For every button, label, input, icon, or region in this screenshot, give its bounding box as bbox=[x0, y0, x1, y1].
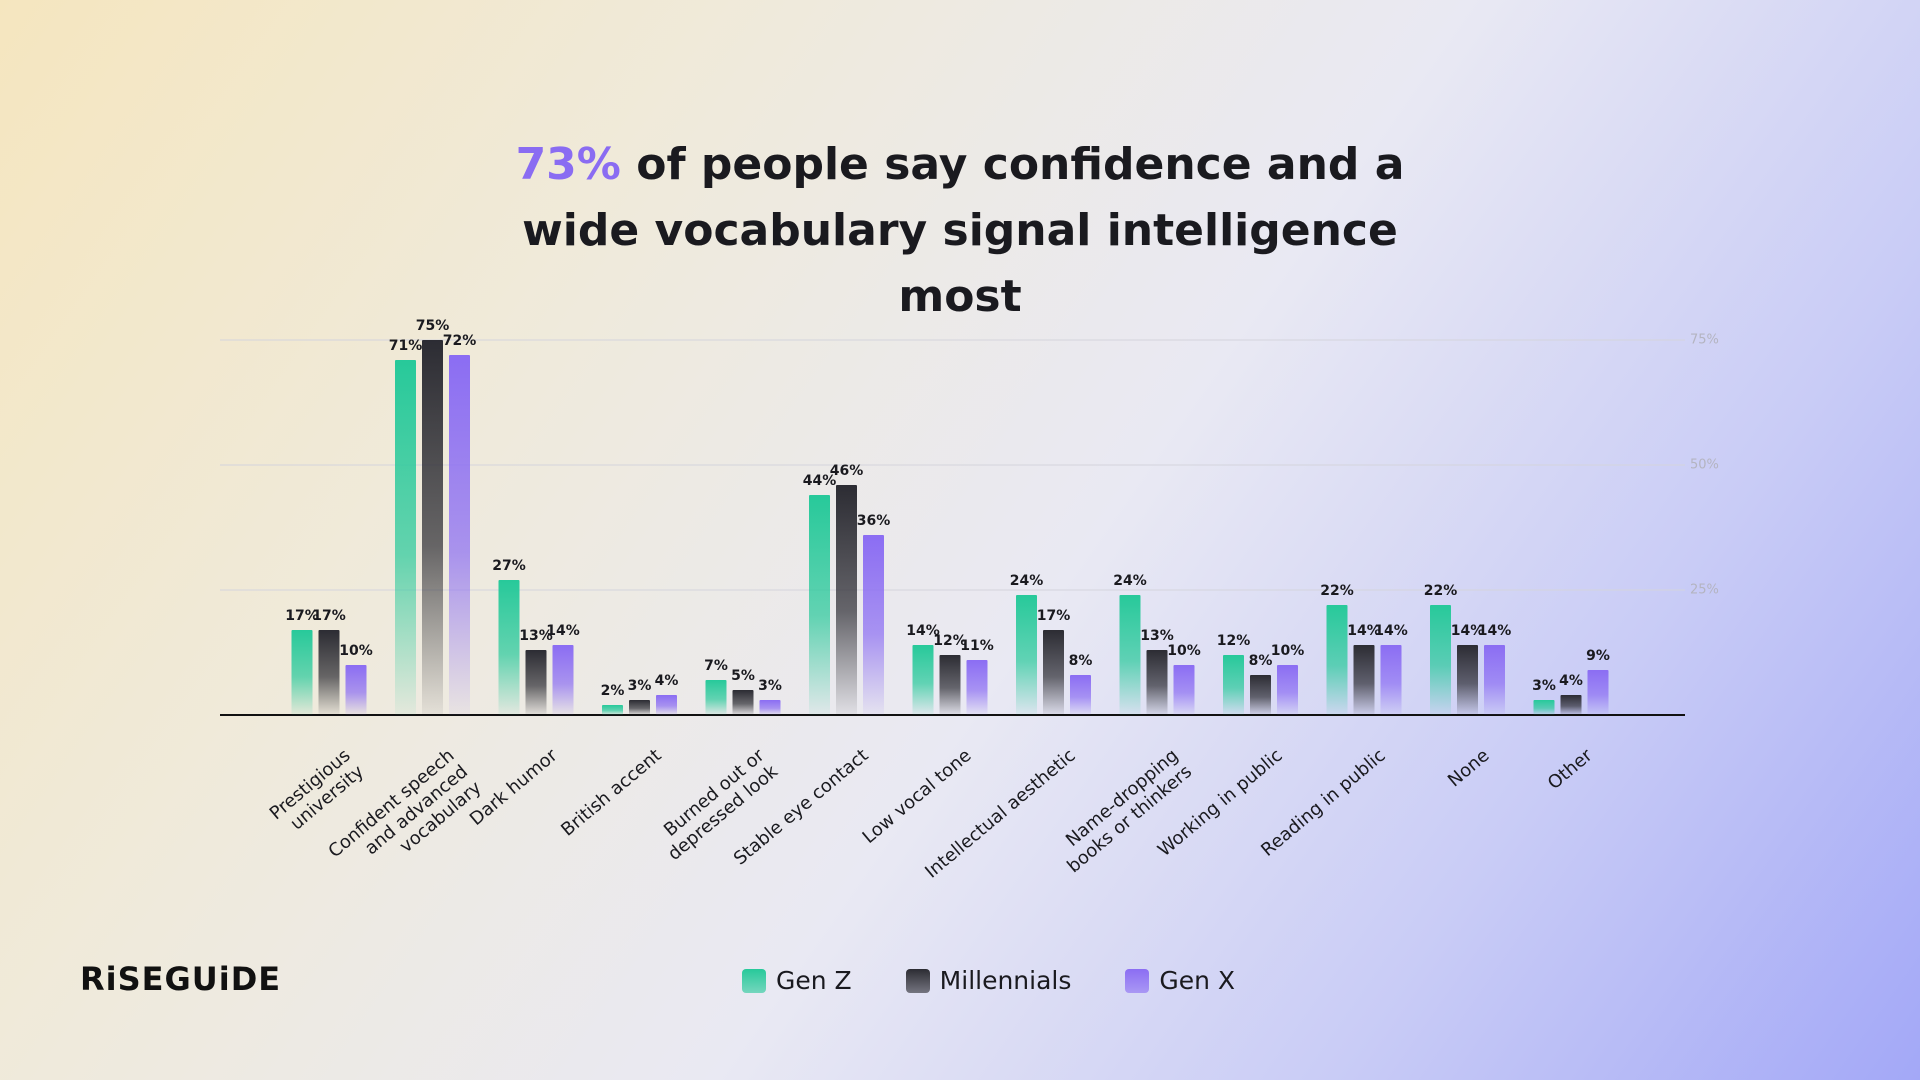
value-label: 3% bbox=[1532, 678, 1556, 694]
value-label: 12% bbox=[1217, 633, 1251, 649]
bar bbox=[939, 655, 961, 715]
legend-item: Millennials bbox=[905, 966, 1072, 995]
value-label: 27% bbox=[492, 558, 526, 574]
bar bbox=[602, 705, 623, 715]
value-label: 22% bbox=[1424, 583, 1458, 599]
value-label: 17% bbox=[312, 608, 346, 624]
bar bbox=[863, 535, 884, 715]
legend-swatch bbox=[905, 968, 930, 993]
bar bbox=[809, 495, 830, 715]
bar bbox=[1277, 665, 1298, 715]
value-label: 2% bbox=[601, 683, 625, 699]
legend: Gen Z Millennials Gen X bbox=[742, 966, 1235, 995]
bar bbox=[1587, 670, 1609, 715]
value-label: 9% bbox=[1586, 648, 1610, 664]
value-label: 8% bbox=[1249, 653, 1273, 669]
value-label: 5% bbox=[731, 668, 755, 684]
value-label: 12% bbox=[933, 633, 967, 649]
brand-logo: RiSEGUiDE bbox=[80, 960, 282, 998]
title-text: of people say confidence and a wide voca… bbox=[522, 139, 1405, 322]
value-label: 4% bbox=[655, 673, 679, 689]
bar bbox=[395, 360, 416, 715]
bar bbox=[1484, 645, 1505, 715]
bar bbox=[552, 645, 574, 715]
bar bbox=[1146, 650, 1168, 715]
value-label: 7% bbox=[704, 658, 728, 674]
value-label: 14% bbox=[546, 623, 580, 639]
bar bbox=[1119, 595, 1141, 715]
value-label: 36% bbox=[857, 513, 891, 529]
bar bbox=[1173, 665, 1195, 715]
legend-swatch bbox=[742, 968, 766, 993]
bar bbox=[318, 630, 340, 715]
value-label: 4% bbox=[1559, 673, 1583, 689]
value-label: 14% bbox=[1478, 623, 1512, 639]
value-label: 22% bbox=[1320, 583, 1354, 599]
legend-item: Gen Z bbox=[742, 966, 852, 995]
value-label: 11% bbox=[960, 638, 994, 654]
bar bbox=[291, 630, 313, 715]
value-label: 8% bbox=[1069, 653, 1093, 669]
bar bbox=[449, 355, 470, 715]
bar bbox=[1380, 645, 1402, 715]
bar bbox=[705, 680, 727, 715]
bar bbox=[1353, 645, 1375, 715]
value-label: 71% bbox=[389, 338, 423, 354]
bar bbox=[759, 700, 781, 715]
legend-label: Gen Z bbox=[776, 966, 852, 995]
value-label: 10% bbox=[339, 643, 373, 659]
value-label: 17% bbox=[1037, 608, 1071, 624]
bar bbox=[1223, 655, 1244, 715]
value-label: 17% bbox=[285, 608, 319, 624]
bar bbox=[1533, 700, 1555, 715]
value-label: 44% bbox=[803, 473, 837, 489]
bar bbox=[1560, 695, 1582, 715]
value-label: 13% bbox=[519, 628, 553, 644]
bar bbox=[345, 665, 367, 715]
bar bbox=[1250, 675, 1271, 715]
value-label: 75% bbox=[416, 318, 450, 334]
value-label: 46% bbox=[830, 463, 864, 479]
chart-title: 73% of people say confidence and a wide … bbox=[460, 132, 1460, 330]
bar bbox=[498, 580, 520, 715]
bar bbox=[1043, 630, 1064, 715]
value-label: 24% bbox=[1010, 573, 1044, 589]
bar bbox=[1326, 605, 1348, 715]
legend-label: Millennials bbox=[939, 966, 1072, 995]
bar bbox=[525, 650, 547, 715]
value-label: 3% bbox=[758, 678, 782, 694]
bar bbox=[1070, 675, 1091, 715]
bar bbox=[1457, 645, 1478, 715]
bar bbox=[656, 695, 677, 715]
value-label: 14% bbox=[906, 623, 940, 639]
y-tick-label: 25% bbox=[1690, 583, 1719, 598]
value-label: 72% bbox=[443, 333, 477, 349]
title-highlight: 73% bbox=[515, 139, 621, 190]
value-label: 10% bbox=[1167, 643, 1201, 659]
value-label: 3% bbox=[628, 678, 652, 694]
bar bbox=[422, 340, 443, 715]
value-label: 14% bbox=[1374, 623, 1408, 639]
value-label: 14% bbox=[1451, 623, 1485, 639]
legend-swatch bbox=[1125, 968, 1150, 993]
bar bbox=[1430, 605, 1451, 715]
bar bbox=[836, 485, 857, 715]
bar bbox=[912, 645, 934, 715]
value-label: 24% bbox=[1113, 573, 1147, 589]
value-label: 13% bbox=[1140, 628, 1174, 644]
y-tick-label: 75% bbox=[1690, 333, 1719, 348]
bar bbox=[629, 700, 650, 715]
value-label: 10% bbox=[1271, 643, 1305, 659]
legend-label: Gen X bbox=[1159, 966, 1236, 995]
bar bbox=[966, 660, 988, 715]
y-tick-label: 50% bbox=[1690, 458, 1719, 473]
bar bbox=[732, 690, 754, 715]
value-label: 14% bbox=[1347, 623, 1381, 639]
legend-item: Gen X bbox=[1125, 966, 1235, 995]
bar bbox=[1016, 595, 1037, 715]
